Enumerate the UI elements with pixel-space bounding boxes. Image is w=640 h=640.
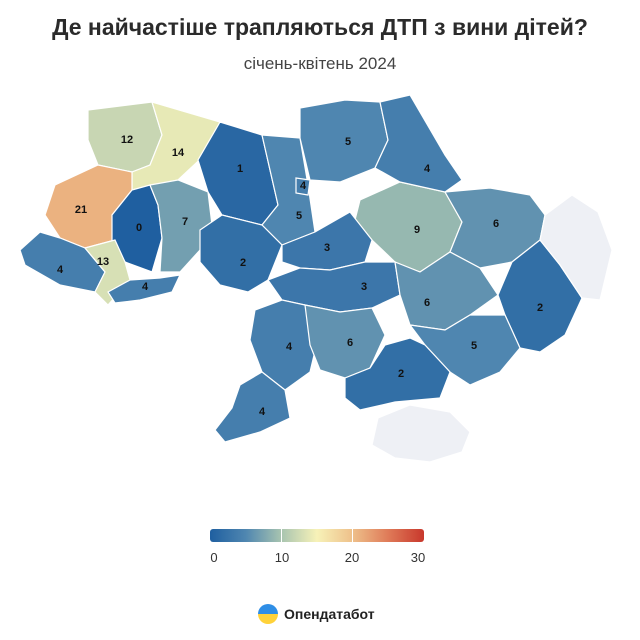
region-chernivtsi bbox=[107, 274, 182, 304]
region-value-label: 4 bbox=[286, 341, 293, 353]
legend-tick-label: 20 bbox=[344, 550, 360, 565]
color-scale-bar bbox=[210, 529, 424, 542]
region-value-label: 3 bbox=[324, 242, 330, 254]
region-crimea bbox=[371, 404, 471, 463]
legend-tick-label: 30 bbox=[410, 550, 426, 565]
region-value-label: 4 bbox=[259, 406, 266, 418]
region-value-label: 4 bbox=[57, 264, 64, 276]
opendatabot-logo-icon bbox=[258, 604, 278, 624]
region-value-label: 14 bbox=[172, 147, 185, 159]
region-luhansk-east bbox=[539, 194, 613, 301]
region-sumy bbox=[374, 94, 463, 193]
legend-tick-label: 0 bbox=[210, 550, 218, 565]
region-odesa-south bbox=[214, 371, 291, 443]
region-khmelnytskyi bbox=[149, 179, 213, 273]
region-value-label: 6 bbox=[347, 337, 353, 349]
map-subtitle: січень-квітень 2024 bbox=[243, 54, 397, 73]
region-value-label: 0 bbox=[136, 222, 142, 234]
region-value-label: 5 bbox=[345, 136, 351, 148]
region-value-label: 4 bbox=[424, 163, 431, 175]
region-value-label: 9 bbox=[414, 224, 420, 236]
region-value-label: 3 bbox=[361, 281, 367, 293]
region-value-label: 7 bbox=[182, 216, 188, 228]
region-kyiv-city bbox=[295, 177, 311, 196]
region-kherson bbox=[344, 337, 451, 411]
color-scale-ticks bbox=[210, 529, 424, 542]
region-dnipro bbox=[394, 251, 499, 331]
region-value-label: 2 bbox=[398, 368, 404, 380]
region-value-label: 6 bbox=[424, 297, 430, 309]
region-value-label: 2 bbox=[537, 302, 543, 314]
region-value-label: 2 bbox=[240, 257, 246, 269]
legend-tick-label: 10 bbox=[274, 550, 290, 565]
region-odesa bbox=[249, 299, 321, 391]
region-value-label: 6 bbox=[493, 218, 499, 230]
region-value-label: 21 bbox=[75, 204, 87, 216]
region-value-label: 4 bbox=[142, 281, 149, 293]
region-value-label: 4 bbox=[300, 180, 307, 192]
region-value-label: 12 bbox=[121, 134, 133, 146]
region-value-label: 5 bbox=[471, 340, 477, 352]
brand-name: Опендатабот bbox=[284, 606, 375, 622]
map-title: Де найчастіше трапляються ДТП з вини діт… bbox=[52, 14, 588, 40]
region-value-label: 1 bbox=[237, 163, 243, 175]
region-value-label: 13 bbox=[97, 256, 109, 268]
region-value-label: 5 bbox=[296, 210, 302, 222]
brand-footer: Опендатабот bbox=[258, 602, 375, 626]
